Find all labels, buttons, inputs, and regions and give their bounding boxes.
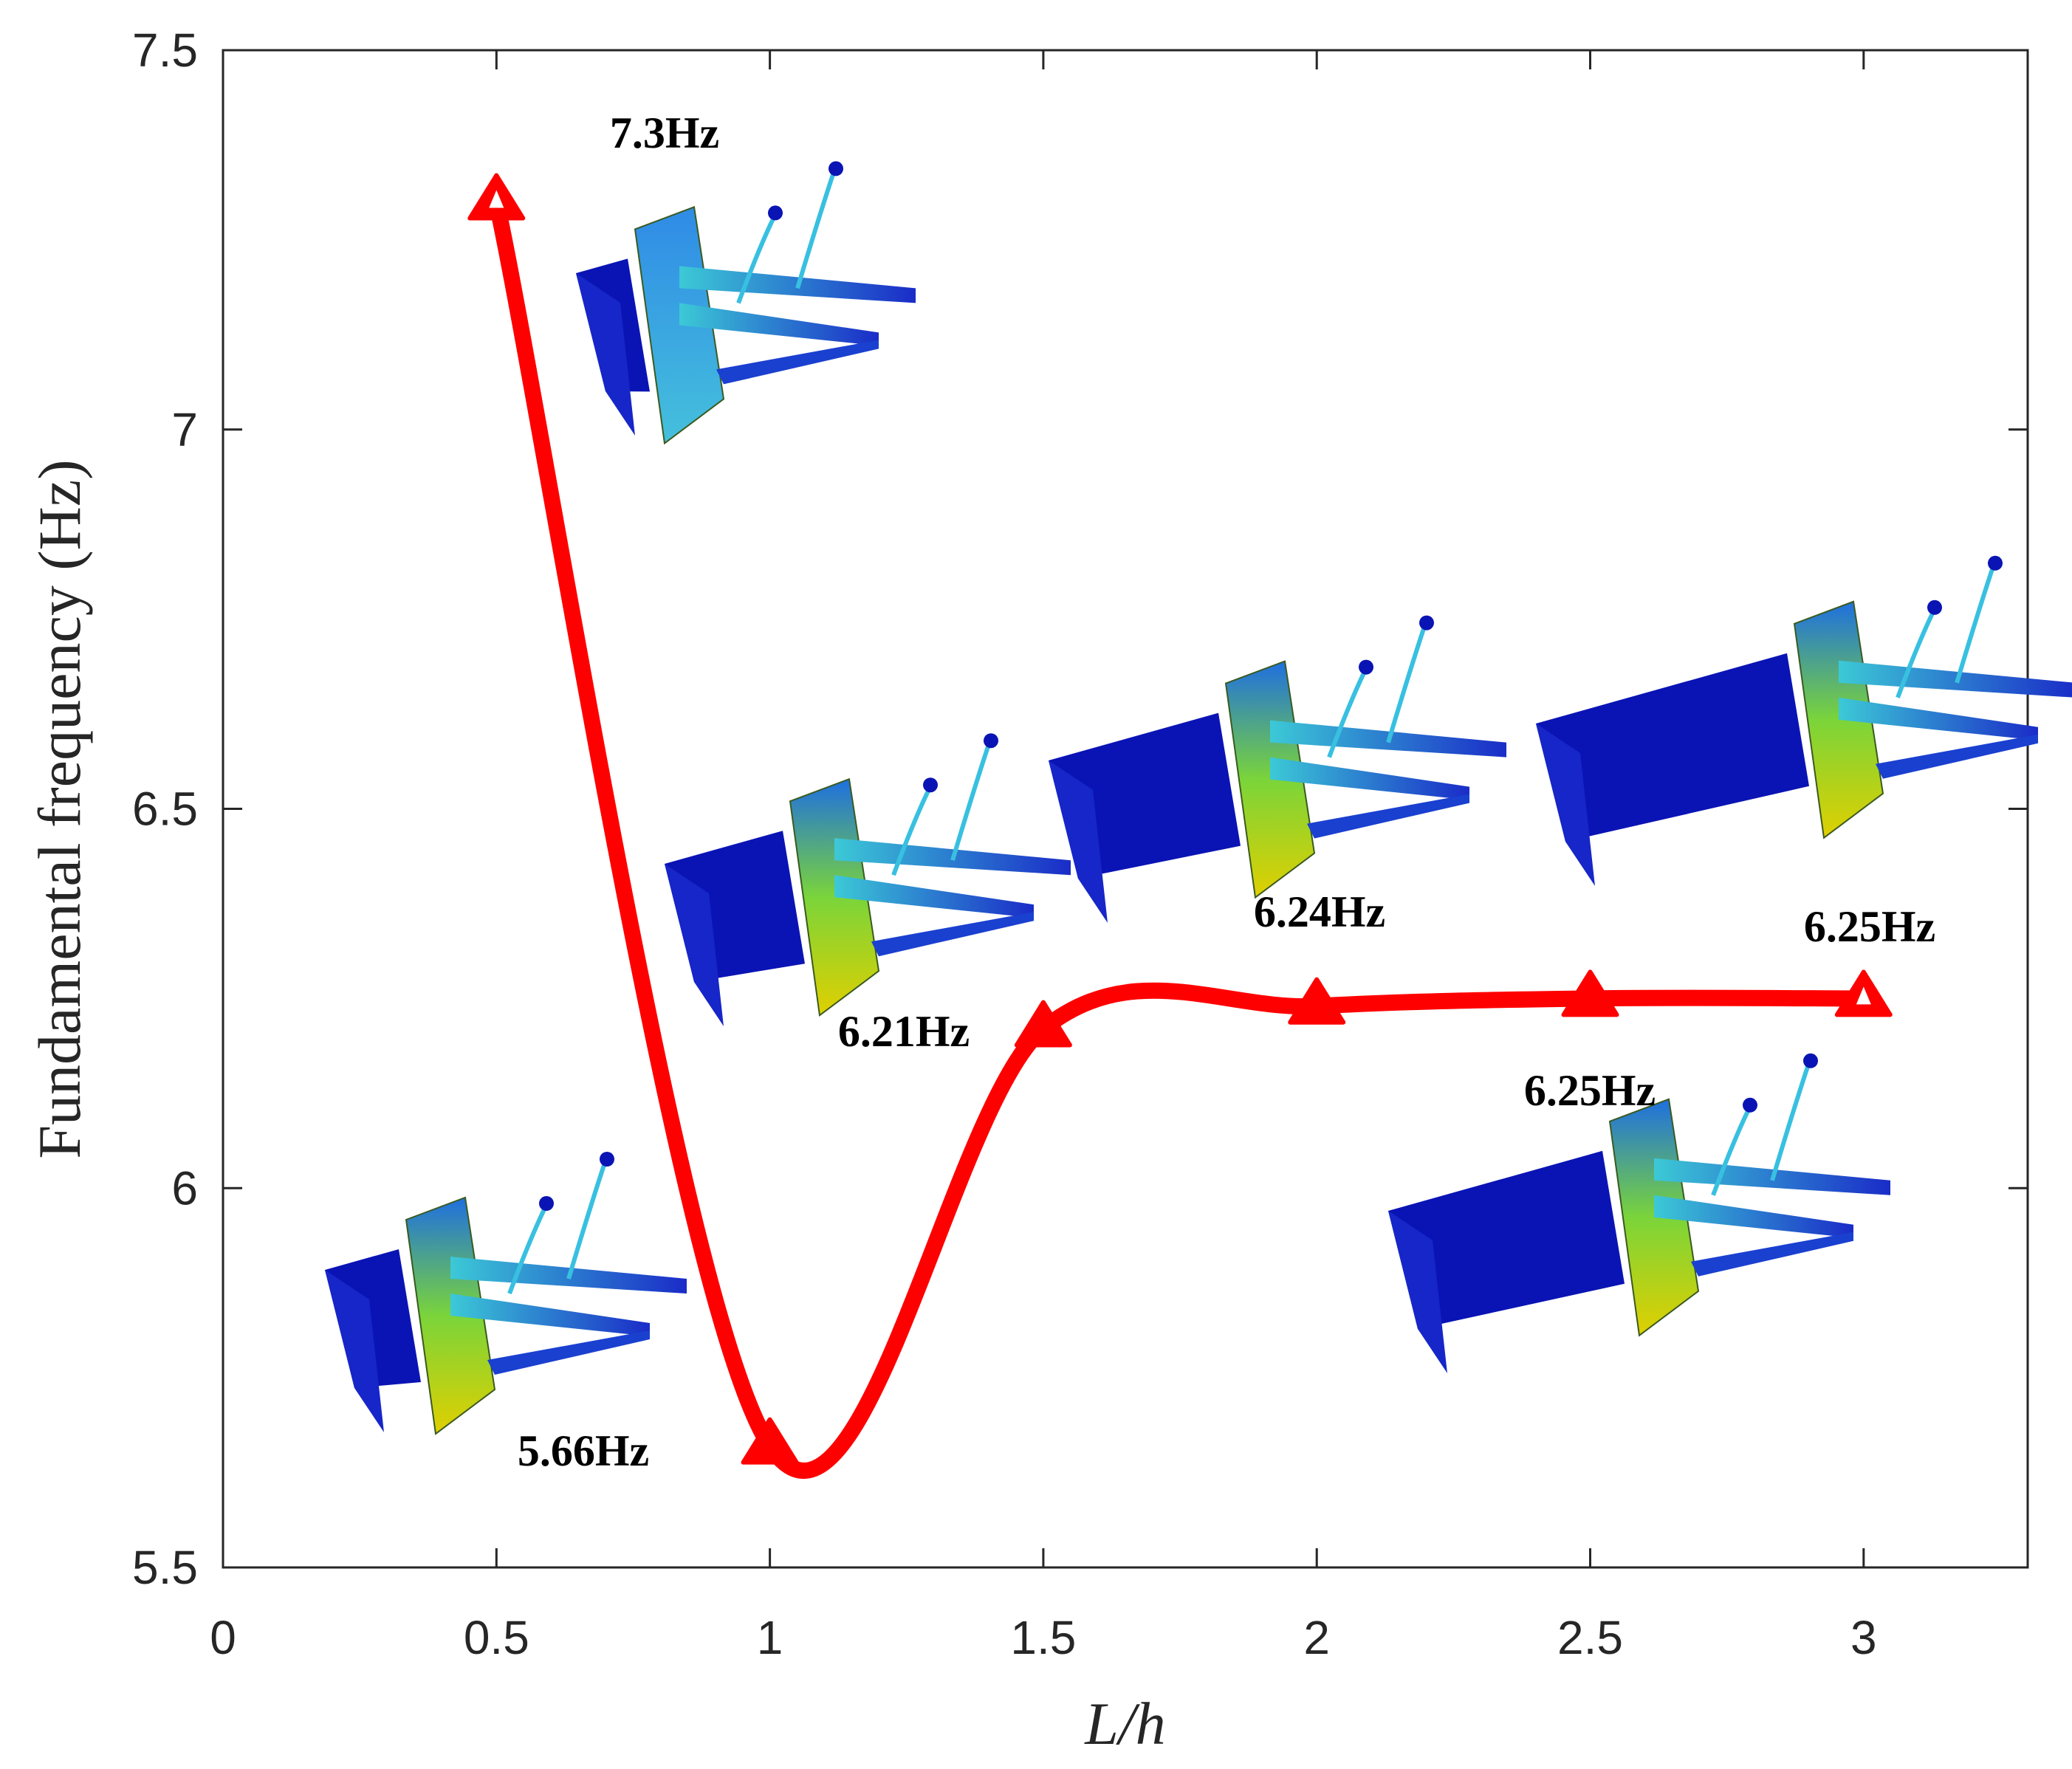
model-truss-lower [1270,757,1469,800]
fe-mode-shape-model [325,1152,687,1435]
model-mast [1896,608,1937,698]
model-block-face [1388,1211,1447,1373]
data-point [1014,1000,1072,1048]
frequency-annotation: 7.3Hz [610,109,719,157]
model-truss-diagonal [716,340,879,385]
model-truss-diagonal [487,1330,650,1375]
x-tick-label: 2.5 [1557,1611,1623,1664]
model-block-face [665,864,724,1026]
y-tick-labels: 5.5 6 6.5 7 7.5 [132,24,198,1594]
frequency-annotation: 6.25Hz [1524,1066,1656,1115]
model-truss-upper [1839,660,2072,698]
y-tick-label: 6 [171,1161,198,1215]
model-mast [1770,1061,1811,1181]
x-tick-label: 0.5 [464,1611,529,1664]
frequency-annotation: 6.25Hz [1804,902,1935,951]
model-mast [1327,667,1368,758]
model-mast-tip [1359,659,1373,675]
y-tick-label: 7.5 [132,24,198,77]
model-mast [1955,563,1996,684]
model-truss-lower [679,303,879,346]
fe-mode-shape-model [1388,1053,1890,1373]
fe-mode-shape-model [1536,555,2072,886]
fe-model-insets [325,161,2072,1435]
marker-highlight [489,190,504,208]
model-block-face [1049,760,1108,923]
y-tick-label: 6.5 [132,783,198,836]
x-tick-labels: 0 0.5 1 1.5 2 2.5 3 [210,1611,1876,1664]
x-tick-label: 1.5 [1010,1611,1076,1664]
model-mast [1386,623,1427,743]
model-mast-tip [1988,555,2003,571]
model-deck [1608,1098,1700,1337]
frequency-annotation: 5.66Hz [518,1426,649,1475]
y-tick-label: 7 [171,403,198,456]
model-mast-tip [1419,615,1434,631]
model-truss-diagonal [1307,794,1469,839]
model-mast [891,785,933,876]
model-block [1536,653,1809,842]
model-truss-diagonal [1876,734,2038,779]
x-tick-label: 1 [757,1611,783,1664]
model-truss-lower [834,875,1034,918]
model-block-face [325,1270,384,1432]
axis-ticks [222,49,2028,1569]
model-mast [795,169,837,289]
x-tick-label: 3 [1850,1611,1877,1664]
model-mast-tip [768,205,783,221]
model-mast-tip [600,1152,614,1167]
fe-mode-shape-model [1049,615,1506,923]
fe-mode-shape-model [576,161,916,445]
y-axis-title: Fundamental frequency (Hz) [26,459,93,1158]
model-mast [950,741,992,862]
y-tick-label: 5.5 [132,1541,198,1594]
model-mast-tip [1927,600,1942,615]
plot-area [222,49,2072,1569]
model-mast [736,213,778,304]
marker-highlight [1856,986,1871,1005]
model-block [1388,1150,1625,1329]
model-mast [507,1203,549,1295]
model-mast-tip [923,777,938,793]
model-mast-tip [829,161,843,176]
series-markers [467,173,1893,1465]
model-mast-tip [1803,1053,1818,1068]
model-mast [566,1160,608,1279]
model-truss-lower [1839,697,2038,741]
model-truss-lower [450,1294,650,1336]
frequency-annotation: 6.21Hz [838,1007,970,1056]
frequency-annotation: 6.24Hz [1254,887,1385,936]
model-block-face [576,273,635,436]
model-truss-diagonal [871,912,1034,957]
x-axis-title: L/h [1084,1690,1165,1757]
data-point [1288,977,1346,1025]
model-truss-lower [1654,1195,1853,1238]
data-point [741,1417,799,1465]
x-tick-label: 0 [210,1611,236,1664]
data-point [1561,969,1619,1017]
model-mast-tip [1743,1097,1757,1113]
model-truss-diagonal [1691,1232,1853,1277]
annotations: 7.3Hz 5.66Hz 6.21Hz 6.24Hz 6.25Hz 6.25Hz [518,109,1935,1475]
fe-mode-shape-model [665,733,1071,1026]
model-block-face [1536,724,1595,886]
x-tick-label: 2 [1303,1611,1330,1664]
model-mast-tip [539,1196,554,1211]
model-mast [1711,1105,1752,1196]
model-mast-tip [984,733,998,749]
